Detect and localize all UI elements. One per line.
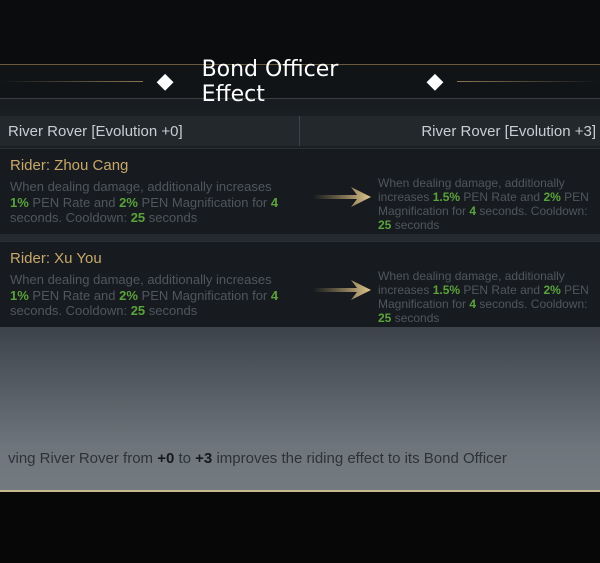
footer-text: ving River Rover from xyxy=(8,450,158,467)
rider-name: Rider: Xu You xyxy=(10,250,102,267)
panel-title: Bond Officer Effect xyxy=(201,56,339,107)
column-header: River Rover [Evolution +0] River Rover [… xyxy=(0,116,600,146)
panel-title-bar: ◆ Bond Officer Effect ◆ xyxy=(0,57,600,107)
footer-to-level: +3 xyxy=(195,450,213,467)
effect-card: Rider: Xu You When dealing damage, addit… xyxy=(0,241,600,327)
footer-description: ving River Rover from +0 to +3 improves … xyxy=(8,449,592,468)
effect-description-after: When dealing damage, additionally increa… xyxy=(378,176,589,232)
column-right-header: River Rover [Evolution +3] xyxy=(421,122,596,140)
footer-from-level: +0 xyxy=(157,450,175,467)
background-game-screen xyxy=(0,0,600,64)
effect-description-before: When dealing damage, additionally increa… xyxy=(10,272,279,318)
arrow-right-icon xyxy=(313,280,371,300)
ornament-line-left xyxy=(0,81,143,82)
rider-name: Rider: Zhou Cang xyxy=(10,157,129,174)
footer-text: improves the riding effect to its Bond O… xyxy=(212,450,507,467)
ornament-diamond-icon: ◆ xyxy=(156,69,174,94)
bond-officer-effect-panel: ◆ Bond Officer Effect ◆ River Rover [Evo… xyxy=(0,57,600,492)
ornament-line-right xyxy=(457,81,600,82)
effect-card: Rider: Zhou Cang When dealing damage, ad… xyxy=(0,148,600,234)
footer-text: to xyxy=(174,450,196,467)
effect-description-before: When dealing damage, additionally increa… xyxy=(10,179,279,225)
column-left-header: River Rover [Evolution +0] xyxy=(0,116,300,146)
arrow-right-icon xyxy=(313,187,371,207)
ornament-diamond-icon: ◆ xyxy=(426,69,444,94)
effect-description-after: When dealing damage, additionally increa… xyxy=(378,269,589,325)
